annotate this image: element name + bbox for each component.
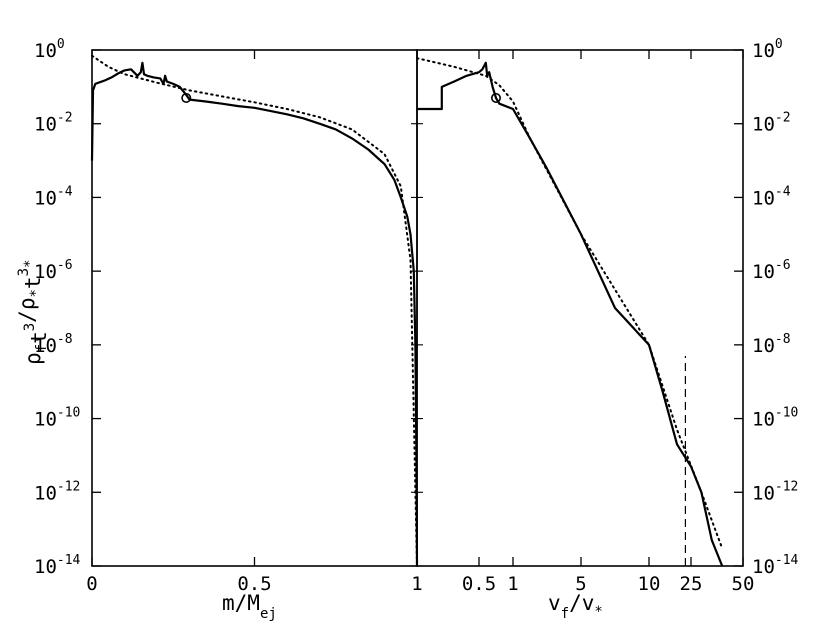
right-x-tick-label: 50	[732, 573, 755, 595]
tick-base: 10	[752, 114, 775, 136]
right-x-axis-title-sub: f	[561, 606, 569, 622]
right-y-tick-label: 100	[752, 37, 783, 62]
tick-exponent: -8	[57, 332, 73, 347]
tick-exponent: -14	[57, 553, 81, 568]
right-x-tick-label: 25	[680, 573, 703, 595]
right-solid-curve	[417, 61, 724, 567]
tick-exponent: -2	[775, 111, 791, 126]
left-x-tick-label: 1	[411, 573, 422, 595]
right-y-tick-label: 10-4	[752, 184, 791, 209]
tick-base: 10	[34, 335, 57, 357]
left-x-tick-label: 0.5	[237, 573, 271, 595]
tick-base: 10	[34, 482, 57, 504]
left-x-ticks: 0 0.5 1	[86, 50, 423, 595]
left-x-axis-title: m/Mej	[222, 591, 277, 622]
right-x-axis-title-main: v	[548, 591, 561, 615]
tick-base: 10	[752, 40, 775, 62]
left-solid-curve	[90, 61, 419, 567]
right-y-tick-label: 10-12	[752, 479, 798, 504]
y-axis-title-part: 3	[16, 268, 32, 276]
tick-base: 10	[34, 187, 57, 209]
tick-exponent: -4	[57, 184, 73, 199]
left-y-tick-label: 10-4	[34, 184, 73, 209]
tick-base: 10	[34, 556, 57, 578]
tick-exponent: -6	[57, 258, 73, 273]
left-y-tick-label: 10-2	[34, 111, 73, 136]
right-x-tick-label: 0.5	[462, 573, 496, 595]
tick-base: 10	[752, 261, 775, 283]
tick-exponent: -12	[775, 479, 798, 494]
tick-exponent: -4	[775, 184, 791, 199]
y-axis-title-part: *	[22, 260, 38, 268]
tick-exponent: 0	[57, 37, 65, 52]
right-dotted-curve	[416, 57, 724, 550]
left-series	[90, 54, 419, 567]
right-x-tick-label: 1	[507, 573, 518, 595]
right-y-tick-label: 10-8	[752, 332, 791, 357]
right-series	[416, 57, 724, 567]
y-axis-title-part: ρ	[21, 352, 45, 365]
right-y-tick-label: 10-10	[752, 406, 798, 431]
tick-base: 10	[34, 40, 57, 62]
left-y-tick-label: 10-10	[34, 406, 80, 431]
tick-exponent: 0	[775, 37, 783, 52]
left-y-tick-label: 10-8	[34, 332, 73, 357]
tick-base: 10	[34, 261, 57, 283]
tick-base: 10	[752, 482, 775, 504]
left-markers	[181, 92, 192, 103]
right-x-axis-title-sub2: *	[594, 604, 602, 620]
tick-exponent: -6	[775, 258, 791, 273]
tick-base: 10	[752, 187, 775, 209]
tick-base: 10	[34, 114, 57, 136]
y-axis-title-part: t	[21, 276, 45, 289]
tick-base: 10	[752, 335, 775, 357]
left-y-tick-label: 10-14	[34, 553, 81, 578]
right-x-tick-label: 5	[575, 573, 586, 595]
right-x-axis-title: vf/v*	[548, 591, 603, 622]
tick-exponent: -12	[57, 479, 80, 494]
tick-exponent: -14	[775, 553, 799, 568]
y-axis-title-part: f	[34, 344, 50, 352]
left-y-tick-label: 10-6	[34, 258, 73, 283]
left-y-tick-label: 10-12	[34, 479, 80, 504]
right-x-ticks: 0.5 1 5 10 25 50	[462, 50, 755, 595]
right-y-tick-label: 10-14	[752, 553, 799, 578]
right-plot-frame	[416, 49, 744, 567]
y-axis-title-part: t	[27, 331, 51, 344]
left-circle-marker	[181, 92, 192, 103]
tick-base: 10	[34, 409, 57, 431]
right-markers	[490, 92, 501, 103]
right-y-tick-label: 10-2	[752, 111, 791, 136]
y-axis-title-part: *	[28, 289, 44, 297]
tick-base: 10	[752, 556, 775, 578]
tick-exponent: -2	[57, 111, 73, 126]
y-axis-title: ρft3/ρ*t3*	[15, 260, 51, 365]
left-y-tick-label: 100	[34, 37, 65, 62]
y-axis-title-part: /ρ	[15, 298, 39, 323]
tick-base: 10	[752, 409, 775, 431]
right-circle-marker	[490, 92, 501, 103]
left-x-axis-title-sub: ej	[260, 606, 277, 622]
tick-exponent: -8	[775, 332, 791, 347]
right-x-tick-label: 10	[638, 573, 661, 595]
tick-exponent: -10	[57, 406, 80, 421]
right-y-tick-label: 10-6	[752, 258, 791, 283]
tick-exponent: -10	[775, 406, 798, 421]
y-axis-title-part: 3	[22, 323, 38, 331]
left-x-axis-title-main: m/M	[222, 591, 260, 615]
left-x-tick-label: 0	[86, 573, 97, 595]
left-dotted-curve	[91, 54, 418, 567]
right-x-axis-title-rest: /v	[569, 591, 594, 615]
